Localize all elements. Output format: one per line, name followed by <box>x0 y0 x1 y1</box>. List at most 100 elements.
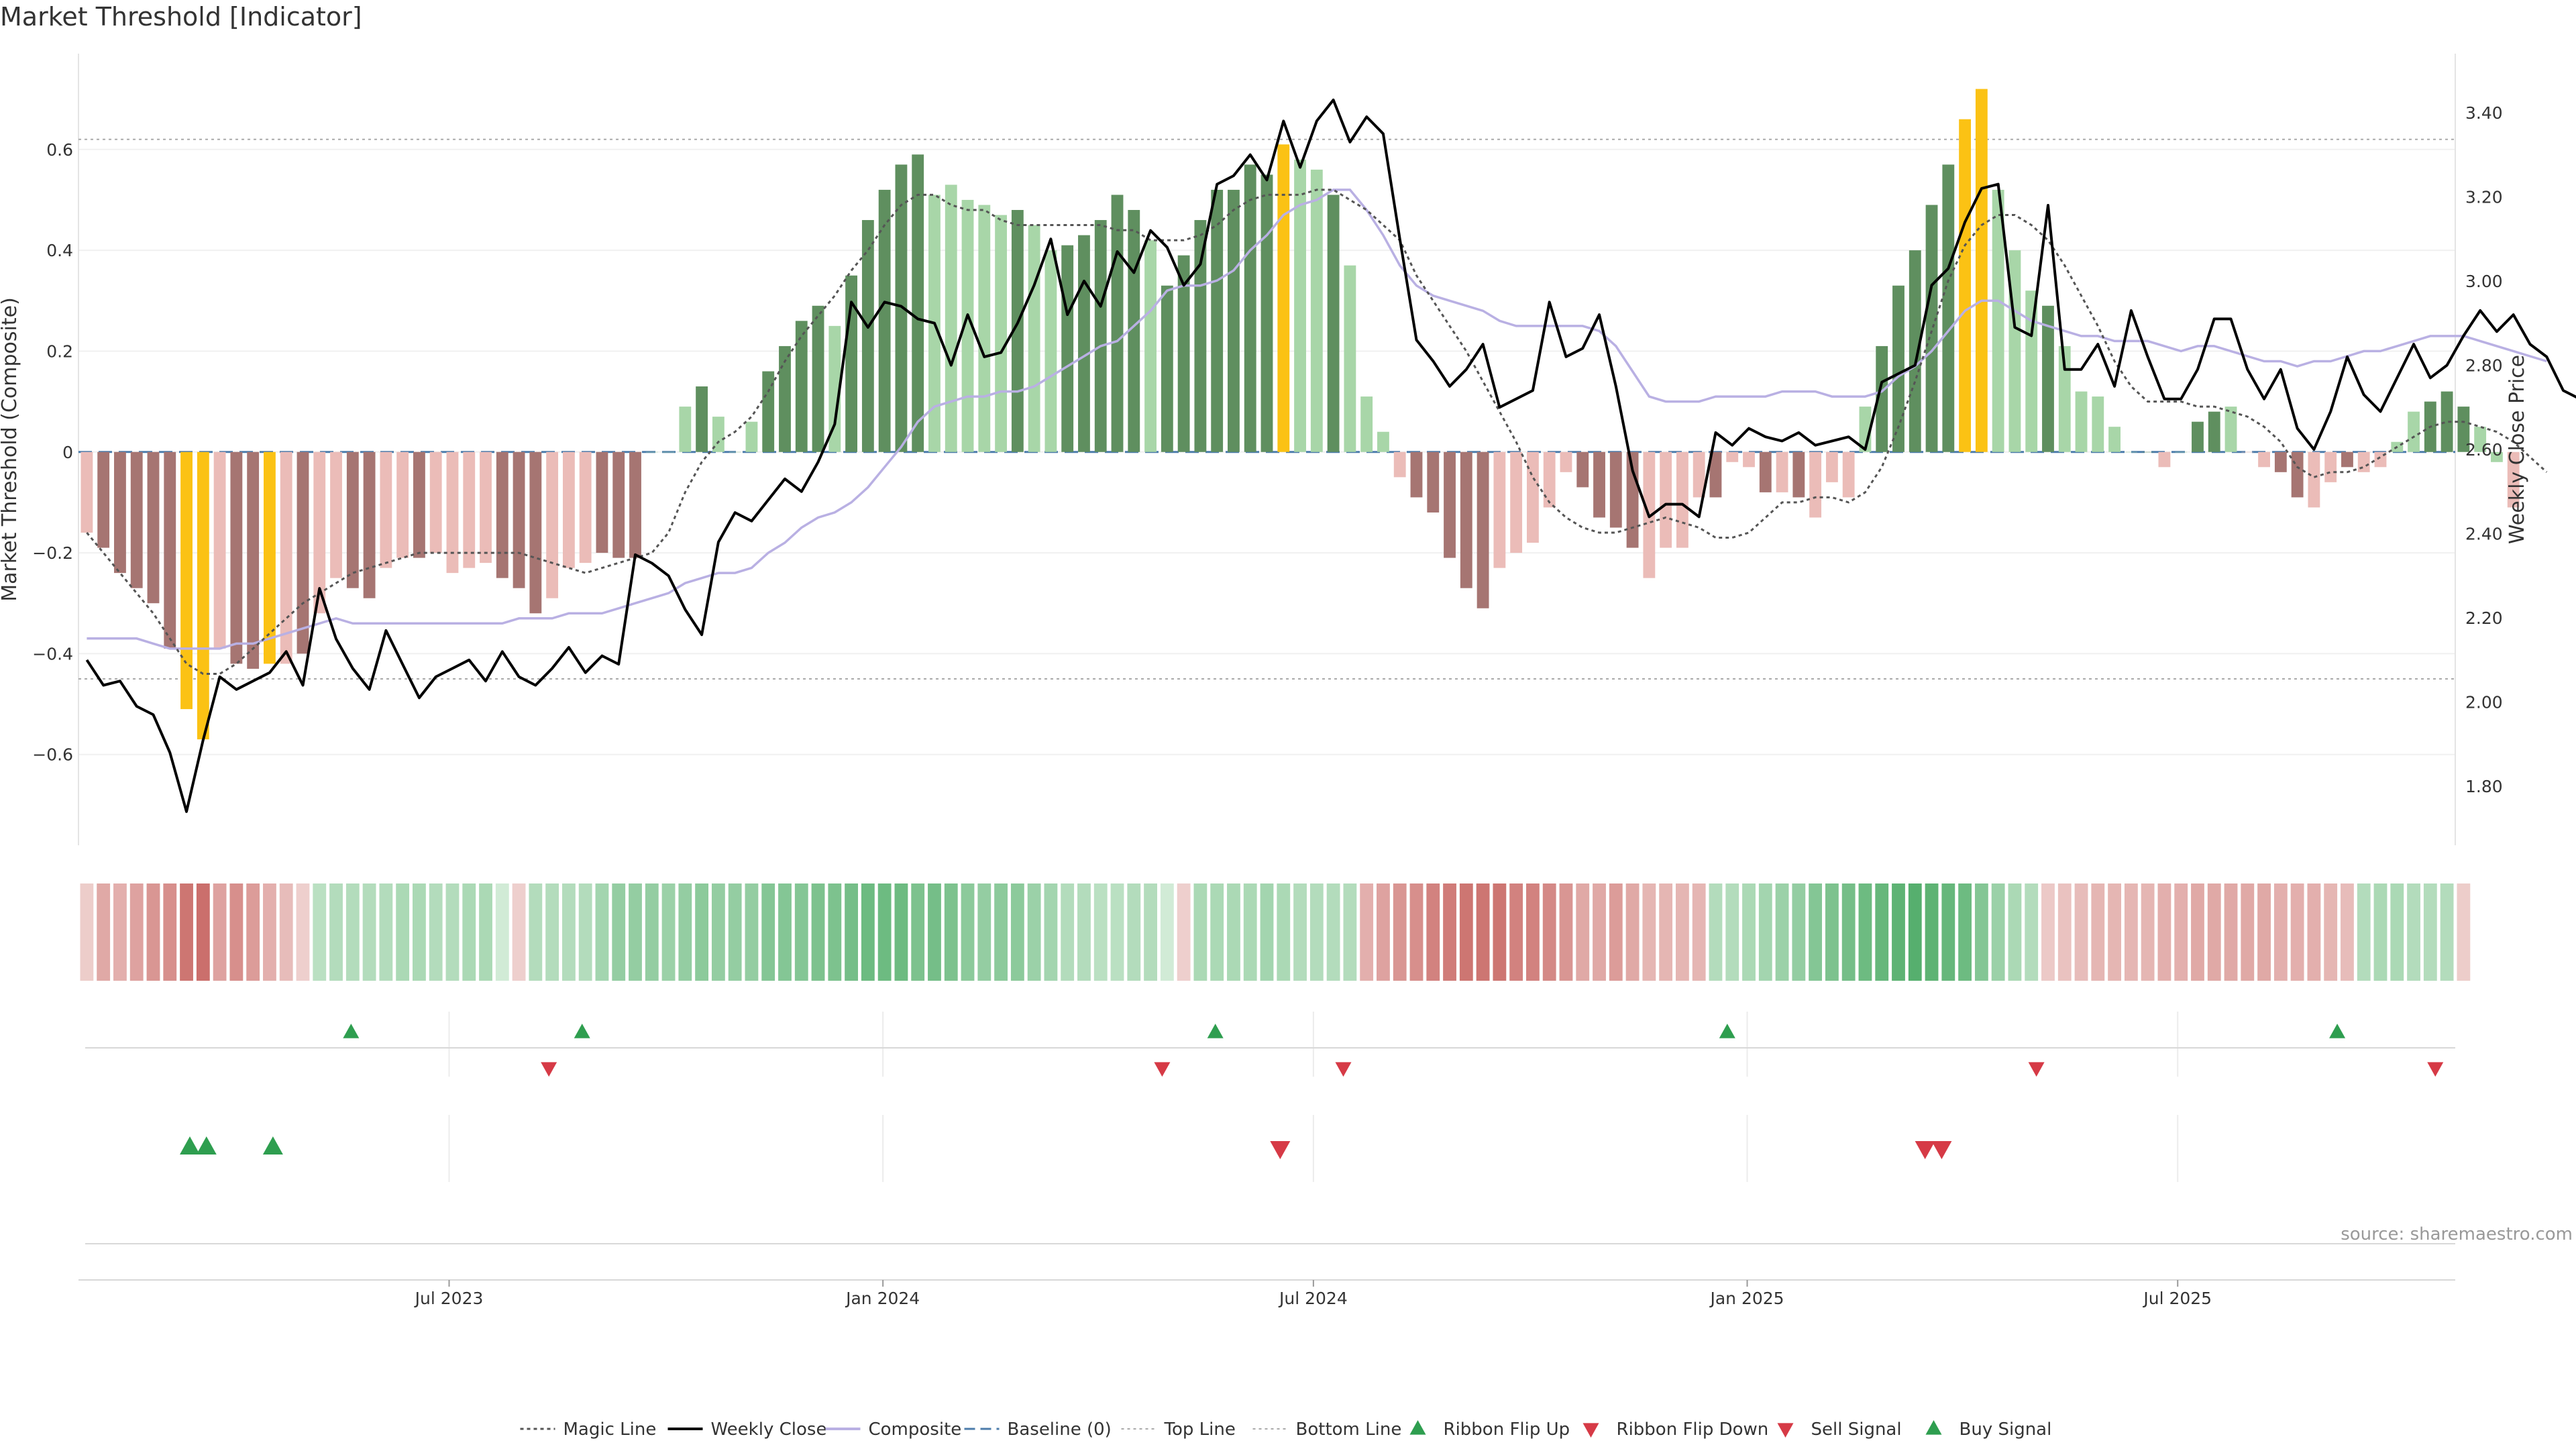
composite-bar <box>2440 391 2453 452</box>
ribbon-cell <box>1177 883 1191 981</box>
composite-bar <box>1560 451 1572 472</box>
legend-item: Magic Line <box>520 1419 656 1440</box>
composite-bar <box>1543 451 1556 508</box>
right-tick-label: 2.80 <box>2465 356 2503 375</box>
composite-bar <box>1726 451 1739 462</box>
composite-bar <box>1510 451 1523 553</box>
sell-signal-marker <box>1931 1141 1952 1159</box>
ribbon-flip-down-marker <box>1154 1062 1171 1077</box>
ribbon-cell <box>1858 883 1872 981</box>
ribbon-cell <box>129 883 144 981</box>
composite-bar <box>380 451 392 568</box>
ribbon-cell <box>1825 883 1839 981</box>
ribbon-cell <box>661 883 676 981</box>
ribbon-cell <box>163 883 177 981</box>
composite-bar <box>2125 451 2137 453</box>
ribbon-cell <box>113 883 127 981</box>
composite-bar <box>80 451 93 533</box>
composite-bar <box>579 451 592 564</box>
ribbon-cell <box>296 883 310 981</box>
ribbon-cell <box>1709 883 1723 981</box>
composite-bar <box>945 184 957 452</box>
ribbon-cell <box>1077 883 1091 981</box>
ribbon-cell <box>1841 883 1856 981</box>
ribbon-flip-down-marker <box>2028 1062 2045 1077</box>
ribbon-cell <box>977 883 991 981</box>
ribbon-flip-up-marker <box>343 1024 360 1038</box>
composite-bar <box>812 305 824 452</box>
composite-bar <box>696 386 708 452</box>
composite-bar <box>1477 451 1489 608</box>
ribbon-cell <box>1443 883 1456 981</box>
composite-bar <box>2308 451 2320 508</box>
composite-bar <box>861 220 874 452</box>
composite-bar <box>1460 451 1472 588</box>
composite-bar <box>2474 427 2487 452</box>
composite-bar <box>180 451 193 710</box>
ribbon-cell <box>994 883 1008 981</box>
ribbon-cell <box>512 883 526 981</box>
ribbon-cell <box>2457 883 2471 981</box>
ribbon-cell <box>429 883 443 981</box>
ribbon-cell <box>861 883 875 981</box>
composite-bar <box>1776 451 1788 492</box>
composite-bar <box>645 451 658 453</box>
ribbon-cell <box>1576 883 1590 981</box>
ribbon-cell <box>1892 883 1905 981</box>
composite-bar <box>1942 164 1955 452</box>
right-tick-label: 3.20 <box>2465 187 2503 207</box>
legend: Magic Line Weekly Close Composite Baseline … <box>520 1419 2051 1440</box>
ribbon-cell <box>794 883 808 981</box>
ribbon-cell <box>2241 883 2255 981</box>
ribbon-cell <box>1493 883 1507 981</box>
left-tick-label: 0.4 <box>46 241 73 260</box>
ribbon-cell <box>1958 883 1972 981</box>
composite-bar <box>2341 451 2353 468</box>
composite-bar <box>1377 431 1389 452</box>
ribbon-cell <box>2373 883 2387 981</box>
magic-line <box>86 189 2548 675</box>
legend-item: Composite <box>825 1419 961 1440</box>
ribbon-cell <box>196 883 210 981</box>
ribbon-cell <box>2290 883 2304 981</box>
composite-bar <box>596 451 608 553</box>
composite-bar <box>762 371 775 452</box>
composite-bar <box>1360 396 1373 452</box>
composite-bar <box>2291 451 2304 498</box>
x-axis-ticks: Jul 2023 Jan 2024 Jul 2024 Jan 2025 Jul 2025 <box>414 1280 2212 1308</box>
composite-bar <box>2241 451 2254 453</box>
composite-bar <box>213 451 226 649</box>
ribbon-cell <box>1609 883 1623 981</box>
ribbon-cell <box>2224 883 2238 981</box>
ribbon-cell <box>711 883 725 981</box>
composite-bar <box>330 451 342 578</box>
ribbon-cell <box>1991 883 2005 981</box>
chart-title: Market Threshold [Indicator] <box>0 2 362 32</box>
composite-bar <box>1676 451 1688 548</box>
composite-bar <box>1975 89 1988 452</box>
ribbon-cell <box>2390 883 2404 981</box>
ribbon-cell <box>629 883 642 981</box>
composite-bar <box>147 451 160 604</box>
ribbon-cell <box>1144 883 1157 981</box>
ribbon-cell <box>2141 883 2155 981</box>
composite-bar <box>346 451 359 588</box>
left-tick-label: −0.2 <box>32 543 73 563</box>
left-tick-label: 0 <box>62 443 73 462</box>
ribbon-flip-up-marker <box>574 1024 590 1038</box>
composite-bar <box>828 325 841 452</box>
ribbon-cell <box>1725 883 1739 981</box>
composite-bar <box>2108 427 2121 452</box>
ribbon-cell <box>1559 883 1573 981</box>
x-tick-label: Jul 2025 <box>2142 1289 2212 1308</box>
ribbon-cell <box>1343 883 1357 981</box>
composite-bar <box>1344 265 1356 452</box>
composite-bar <box>612 451 625 558</box>
composite-bar <box>2141 451 2154 453</box>
weekly-close-line <box>85 99 2576 813</box>
legend-marker <box>1925 1420 1942 1435</box>
ribbon-cell <box>1659 883 1673 981</box>
ribbon-cell <box>1758 883 1772 981</box>
ribbon-cell <box>645 883 659 981</box>
ribbon-cell <box>2423 883 2437 981</box>
